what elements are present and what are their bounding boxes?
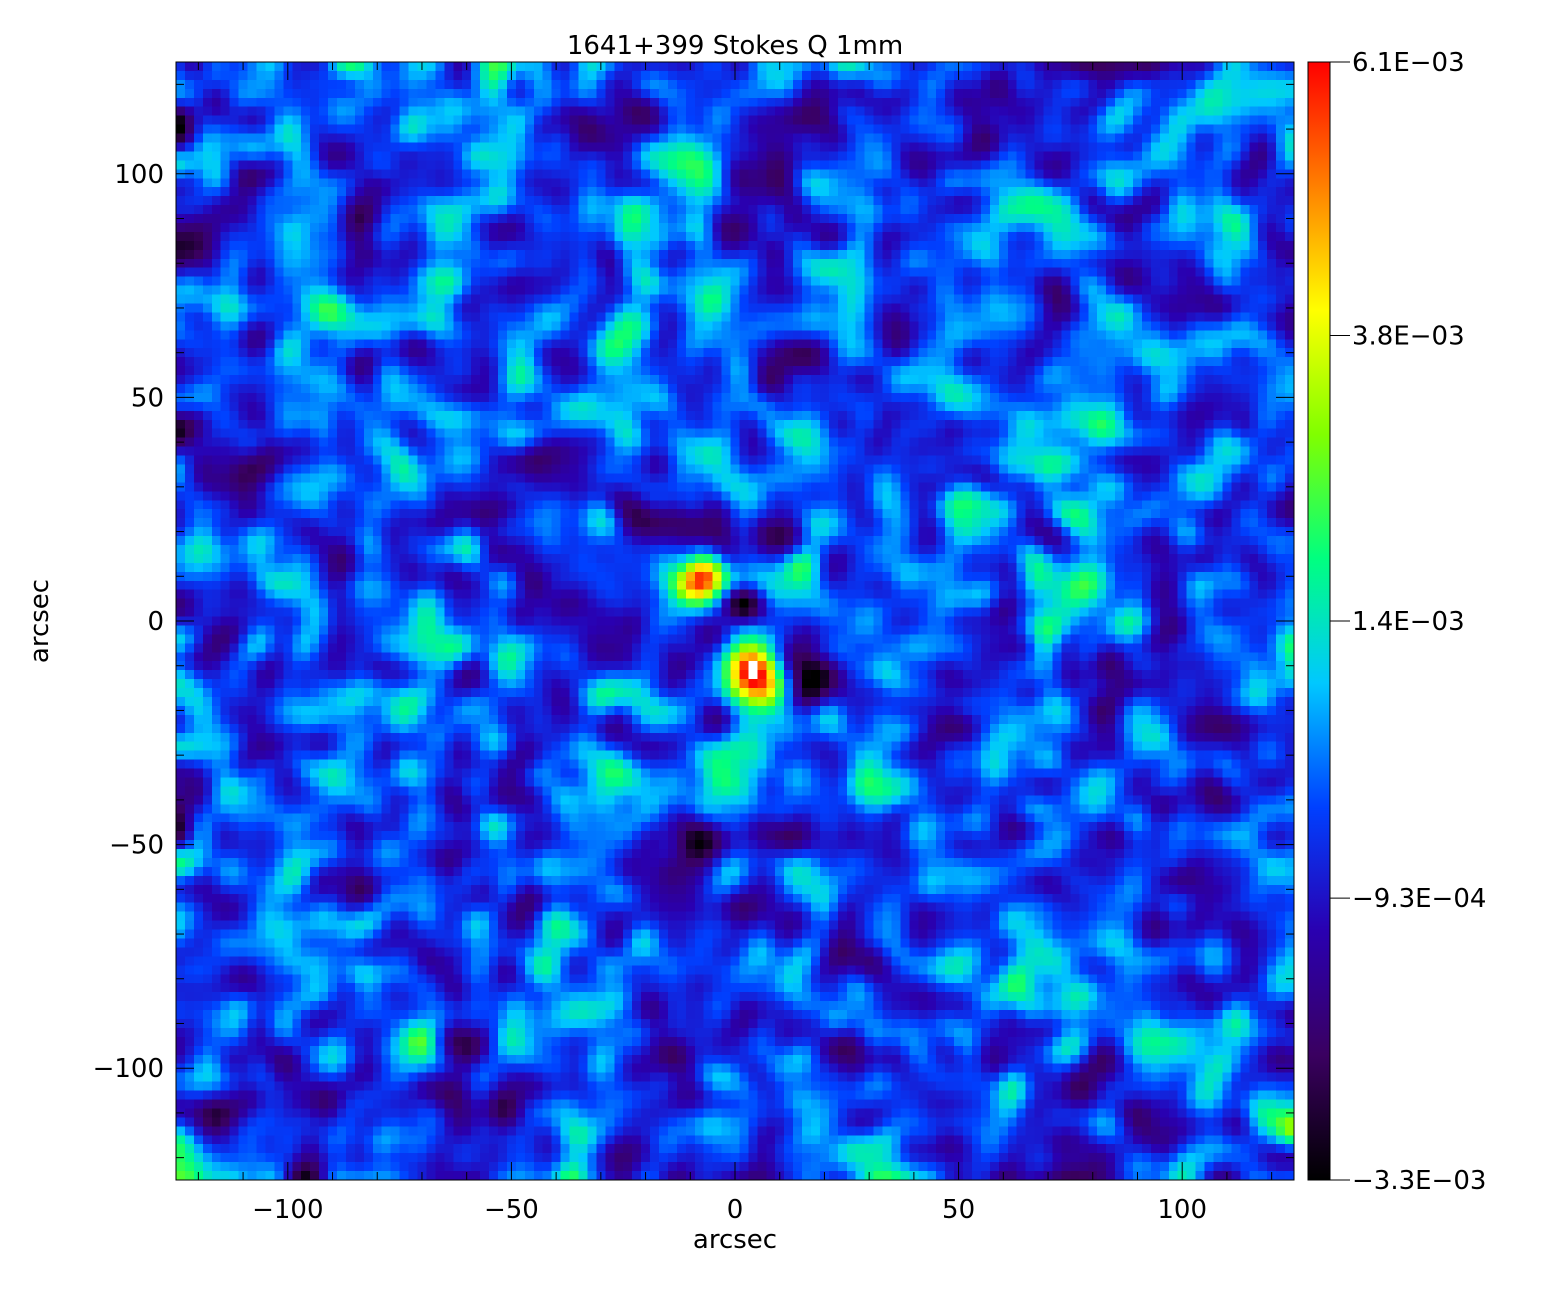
heatmap-image xyxy=(176,62,1294,1180)
y-tick-label: −50 xyxy=(109,831,164,861)
y-tick-label: −100 xyxy=(93,1054,164,1084)
colorbar xyxy=(1307,61,1331,1181)
x-axis-label: arcsec xyxy=(693,1225,777,1255)
map-image-layer xyxy=(176,62,1294,1180)
y-tick-label: 100 xyxy=(114,160,164,190)
y-axis-ticks: −100 −50 0 50 100 xyxy=(93,83,1294,1159)
colorbar-tick-label: −9.3E−04 xyxy=(1352,884,1486,914)
y-tick-label: 0 xyxy=(147,607,164,637)
colorbar-tick-label: 1.4E−03 xyxy=(1352,607,1465,637)
chart-title: 1641+399 Stokes Q 1mm xyxy=(567,31,903,61)
colorbar-ticks: 6.1E−03 3.8E−03 1.4E−03 −9.3E−04 −3.3E−03 xyxy=(1330,48,1486,1196)
colorbar-tick-label: 3.8E−03 xyxy=(1352,322,1465,352)
colorbar-tick-label: 6.1E−03 xyxy=(1352,48,1465,78)
x-tick-label: 100 xyxy=(1157,1195,1207,1225)
x-tick-label: 0 xyxy=(727,1195,744,1225)
x-tick-label: 50 xyxy=(942,1195,975,1225)
y-axis-label: arcsec xyxy=(25,579,55,663)
y-tick-label: 50 xyxy=(131,383,164,413)
x-axis-ticks: −100 −50 0 50 100 xyxy=(197,62,1273,1225)
x-tick-label: −100 xyxy=(252,1195,323,1225)
colorbar-tick-label: −3.3E−03 xyxy=(1352,1166,1486,1196)
x-tick-label: −50 xyxy=(484,1195,539,1225)
